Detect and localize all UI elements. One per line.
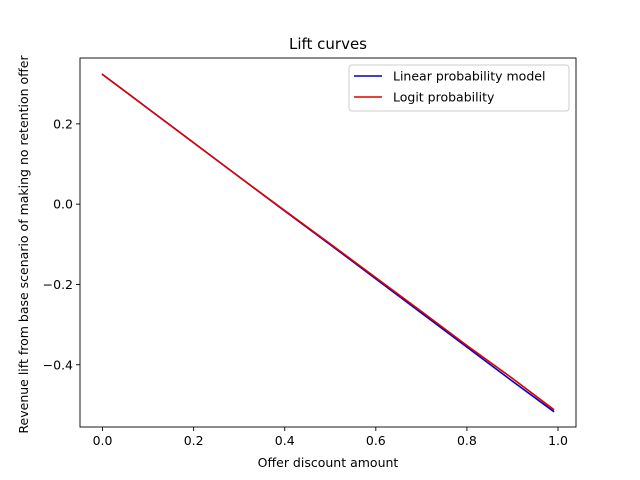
x-tick-label: 0.0 <box>93 433 113 448</box>
y-tick-label: 0.2 <box>53 116 73 131</box>
series-line-2 <box>101 73 555 411</box>
legend: Linear probability model Logit probabilit… <box>348 64 570 112</box>
x-tick-label: 0.4 <box>275 433 295 448</box>
x-tick-label: 1.0 <box>548 433 568 448</box>
chart-title: Lift curves <box>289 35 367 53</box>
y-tick-label: −0.4 <box>43 357 73 372</box>
x-tick-label: 0.6 <box>366 433 386 448</box>
x-tick-label: 0.2 <box>184 433 204 448</box>
x-axis-label: Offer discount amount <box>258 455 399 470</box>
y-tick-label: −0.2 <box>43 277 73 292</box>
x-tick-label: 0.8 <box>457 433 477 448</box>
axes-frame <box>79 57 577 428</box>
plot-area: 0.0 0.2 0.4 0.6 0.8 1.0 −0.4 −0.2 0.0 0.2 <box>43 57 577 448</box>
legend-label-1: Linear probability model <box>393 69 545 84</box>
y-axis-label: Revenue lift from base scenario of makin… <box>16 55 31 434</box>
legend-label-2: Logit probability <box>393 90 495 105</box>
legend-box <box>348 64 570 112</box>
y-tick-label: 0.0 <box>53 197 73 212</box>
